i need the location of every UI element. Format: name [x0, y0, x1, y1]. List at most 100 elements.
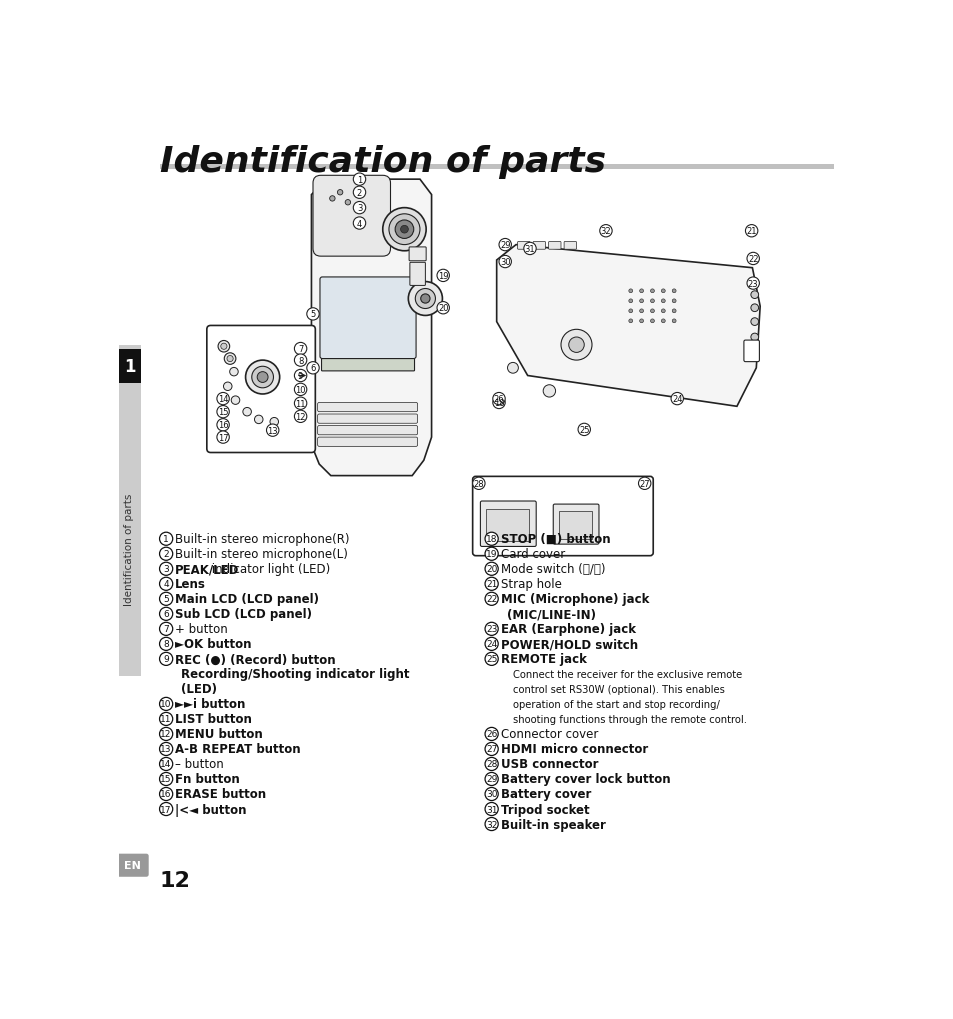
Circle shape	[599, 225, 612, 237]
Circle shape	[650, 289, 654, 293]
Text: MIC (Microphone) jack: MIC (Microphone) jack	[500, 593, 648, 605]
Text: 13: 13	[160, 745, 172, 754]
Text: USB connector: USB connector	[500, 758, 598, 770]
Text: 23: 23	[485, 625, 497, 634]
Text: 32: 32	[485, 819, 497, 828]
Text: 30: 30	[485, 790, 497, 799]
Circle shape	[227, 356, 233, 363]
Text: 27: 27	[485, 745, 497, 754]
Circle shape	[159, 743, 172, 756]
Text: Lens: Lens	[174, 578, 206, 591]
Circle shape	[382, 209, 426, 252]
Text: 20: 20	[437, 304, 448, 313]
FancyBboxPatch shape	[480, 501, 536, 547]
Text: Built-in stereo microphone(R): Built-in stereo microphone(R)	[174, 533, 349, 546]
FancyBboxPatch shape	[321, 360, 415, 372]
Text: (LED): (LED)	[181, 683, 217, 696]
FancyBboxPatch shape	[119, 350, 141, 384]
Text: 14: 14	[217, 394, 228, 404]
Circle shape	[746, 253, 759, 265]
Circle shape	[294, 411, 307, 423]
Text: 4: 4	[163, 580, 169, 589]
FancyBboxPatch shape	[317, 404, 417, 413]
Circle shape	[498, 256, 511, 268]
Circle shape	[484, 743, 497, 756]
Circle shape	[650, 320, 654, 323]
Text: 1: 1	[124, 358, 135, 376]
Circle shape	[389, 215, 419, 246]
Text: Main LCD (LCD panel): Main LCD (LCD panel)	[174, 593, 318, 605]
Text: 22: 22	[747, 255, 758, 264]
Text: 16: 16	[160, 790, 172, 799]
Circle shape	[159, 607, 172, 621]
Circle shape	[672, 300, 676, 304]
Circle shape	[266, 425, 278, 437]
Text: shooting functions through the remote control.: shooting functions through the remote co…	[513, 714, 746, 725]
FancyBboxPatch shape	[410, 263, 425, 286]
Text: LIST button: LIST button	[174, 712, 252, 726]
Text: 7: 7	[163, 625, 169, 634]
Text: 3: 3	[163, 565, 169, 574]
Circle shape	[498, 239, 511, 252]
Text: 11: 11	[295, 399, 306, 409]
Circle shape	[218, 341, 230, 353]
Circle shape	[484, 653, 497, 665]
Text: 5: 5	[163, 595, 169, 603]
FancyBboxPatch shape	[517, 243, 530, 250]
FancyBboxPatch shape	[472, 477, 653, 556]
Circle shape	[216, 419, 229, 431]
Text: Sub LCD (LCD panel): Sub LCD (LCD panel)	[174, 607, 312, 621]
Circle shape	[660, 310, 664, 314]
FancyBboxPatch shape	[485, 510, 529, 541]
Text: Tripod socket: Tripod socket	[500, 803, 589, 815]
Text: HDMI micro connector: HDMI micro connector	[500, 743, 647, 756]
Text: 10: 10	[160, 700, 172, 708]
Circle shape	[307, 363, 319, 375]
Text: 6: 6	[310, 364, 315, 373]
Circle shape	[484, 623, 497, 636]
Text: + button: + button	[174, 623, 228, 636]
FancyBboxPatch shape	[207, 326, 315, 453]
FancyBboxPatch shape	[558, 512, 592, 539]
Text: 7: 7	[297, 344, 303, 354]
Circle shape	[628, 300, 632, 304]
Circle shape	[159, 653, 172, 665]
Circle shape	[750, 291, 758, 300]
Circle shape	[159, 562, 172, 576]
Text: (MIC/LINE-IN): (MIC/LINE-IN)	[506, 607, 595, 621]
Text: 23: 23	[747, 279, 758, 288]
Circle shape	[231, 396, 239, 405]
Circle shape	[408, 282, 442, 316]
Circle shape	[638, 478, 650, 490]
Circle shape	[436, 270, 449, 282]
Text: Built-in speaker: Built-in speaker	[500, 817, 605, 830]
Text: EAR (Earphone) jack: EAR (Earphone) jack	[500, 623, 635, 636]
Text: 2: 2	[163, 549, 169, 558]
Circle shape	[560, 330, 592, 361]
Text: 12: 12	[160, 730, 172, 739]
Text: ►►i button: ►►i button	[174, 698, 245, 710]
Circle shape	[672, 289, 676, 293]
Text: 29: 29	[499, 240, 510, 250]
Circle shape	[159, 803, 172, 816]
Circle shape	[243, 408, 252, 417]
Text: 17: 17	[160, 805, 172, 814]
Circle shape	[484, 728, 497, 741]
FancyBboxPatch shape	[313, 176, 390, 257]
Circle shape	[578, 424, 590, 436]
Text: ERASE button: ERASE button	[174, 788, 266, 801]
Text: 2: 2	[356, 189, 362, 198]
Circle shape	[746, 277, 759, 290]
Text: Battery cover: Battery cover	[500, 788, 590, 801]
Text: 6: 6	[163, 609, 169, 619]
Text: ►OK button: ►OK button	[174, 638, 252, 651]
Text: 9: 9	[297, 372, 303, 381]
Text: 28: 28	[473, 479, 484, 488]
Text: Strap hole: Strap hole	[500, 578, 560, 591]
Text: 15: 15	[160, 774, 172, 784]
Circle shape	[493, 396, 505, 410]
FancyBboxPatch shape	[548, 243, 560, 250]
Circle shape	[252, 367, 274, 388]
Circle shape	[639, 289, 643, 293]
Text: 13: 13	[267, 426, 277, 435]
